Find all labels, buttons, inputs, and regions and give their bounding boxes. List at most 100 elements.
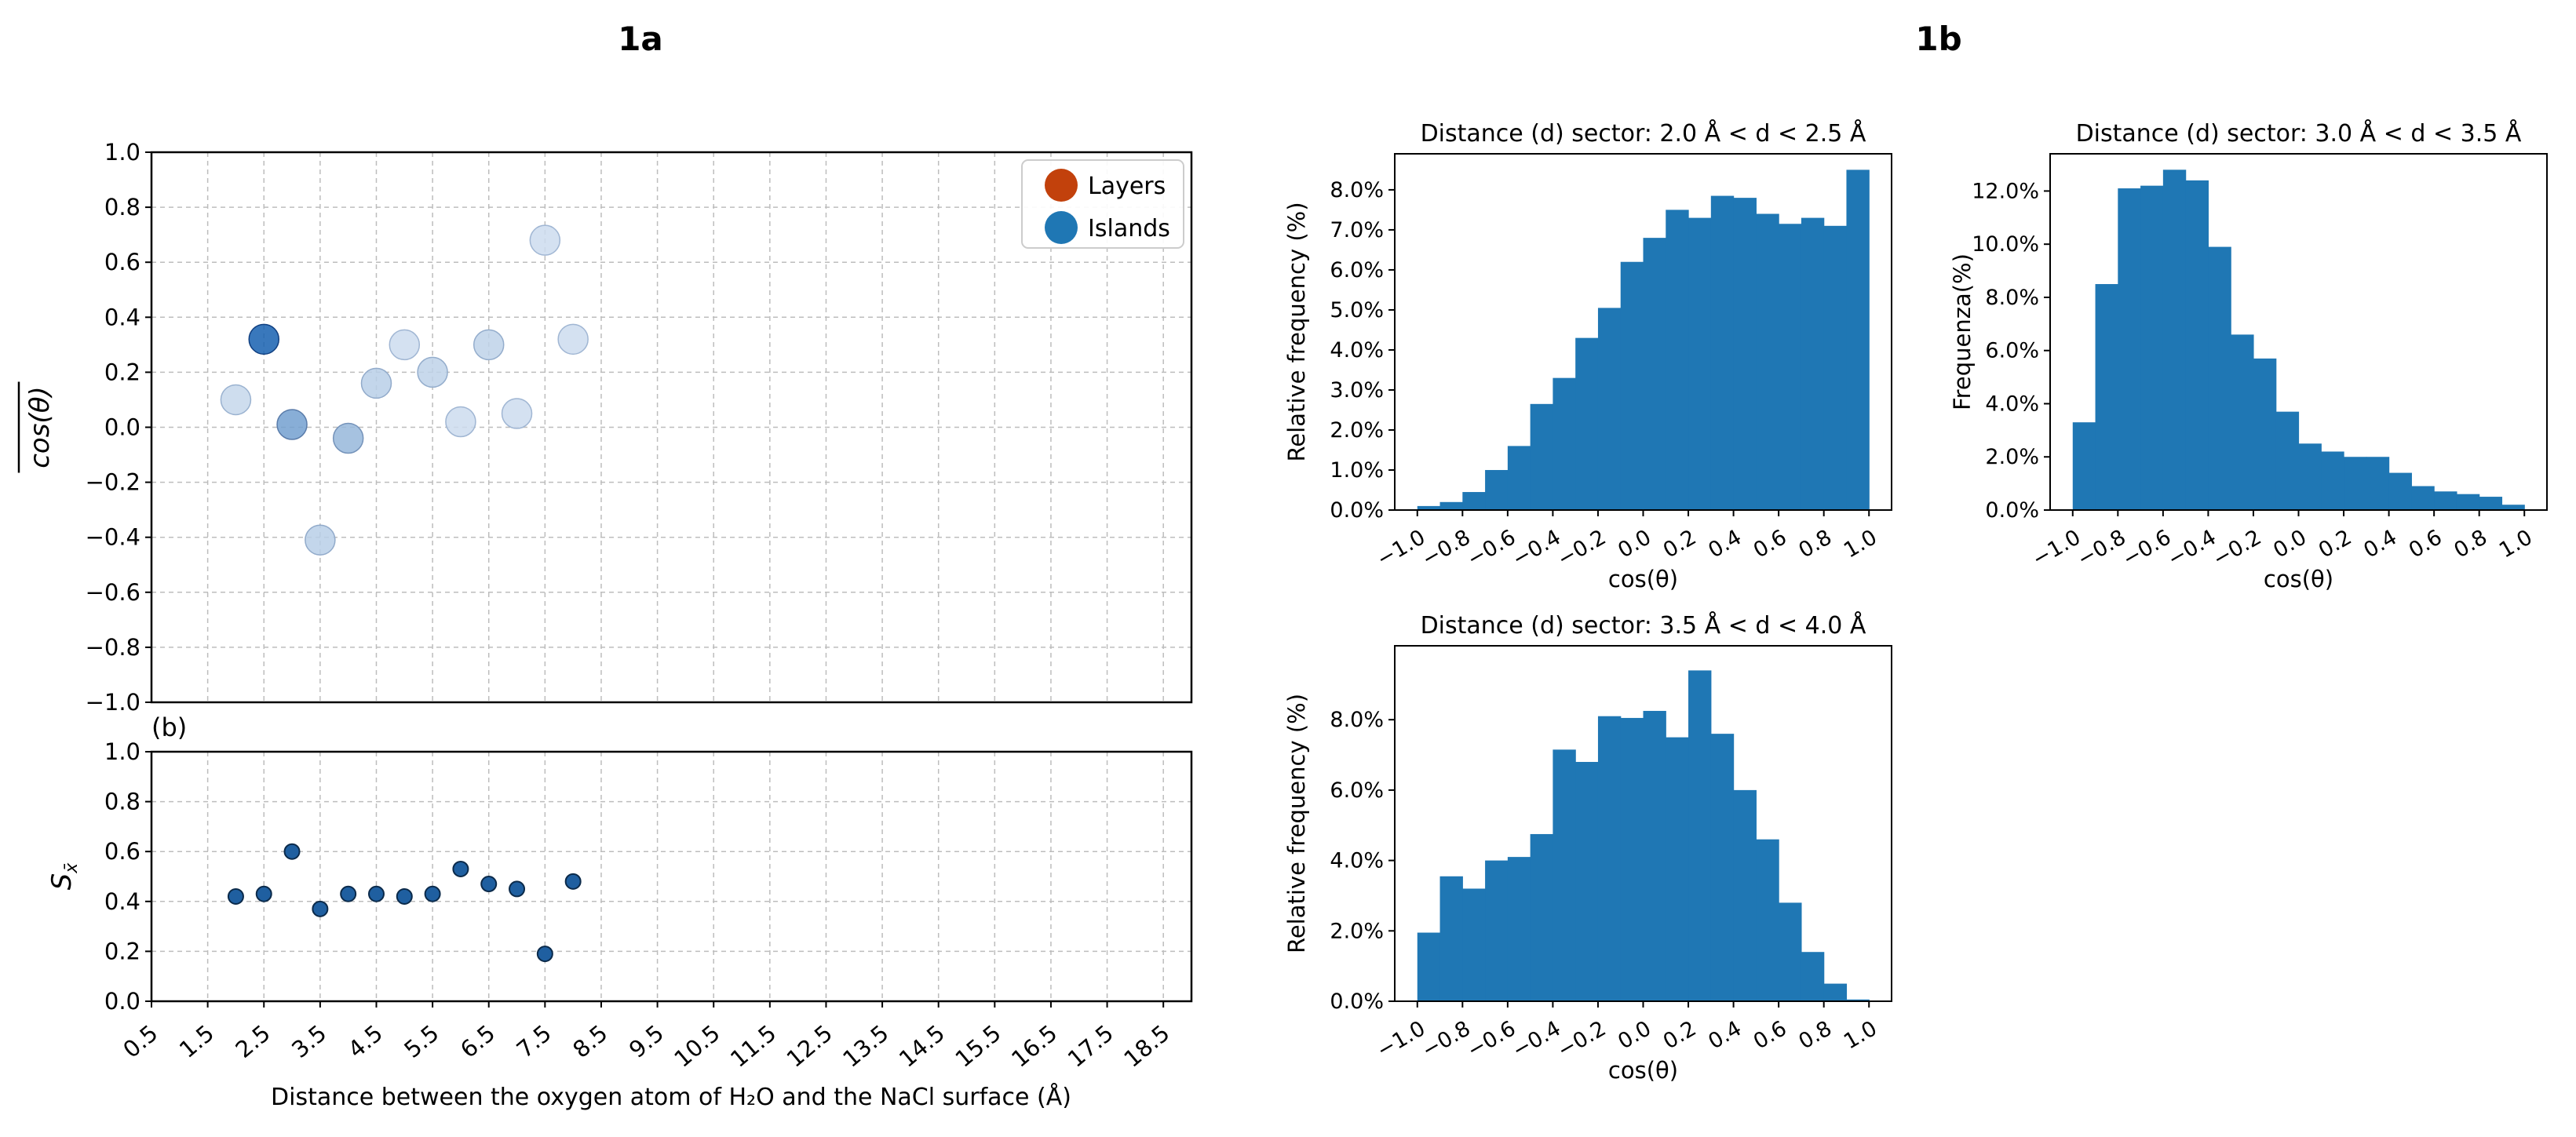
histogram-bar	[1439, 501, 1463, 510]
histogram-bar	[1620, 261, 1644, 510]
histogram-bar	[1779, 224, 1802, 510]
x-tick-label: 10.5	[669, 1019, 724, 1073]
histogram-bar	[1530, 403, 1554, 510]
y-tick-label: 6.0%	[1985, 339, 2039, 363]
data-point	[445, 406, 476, 438]
y-tick-label: 8.0%	[1985, 286, 2039, 310]
histogram-bar	[1462, 492, 1486, 510]
data-point	[473, 329, 505, 361]
y-tick-label: 4.0%	[1330, 338, 1384, 363]
histogram-bar	[1507, 857, 1531, 1001]
data-point	[389, 329, 421, 361]
histogram-bar	[1666, 737, 1689, 1001]
data-point	[452, 860, 469, 877]
x-tick-label: 0.8	[1794, 1016, 1836, 1054]
histogram-bar	[1666, 210, 1689, 510]
y-axis-label-main: S	[46, 873, 78, 891]
chart-title: Distance (d) sector: 3.0 Å < d < 3.5 Å	[2076, 119, 2522, 148]
histogram-bar	[2253, 358, 2277, 510]
histogram-bar	[1530, 833, 1554, 1001]
histogram-bar	[1485, 860, 1509, 1001]
y-tick-label: −1.0	[86, 689, 140, 716]
data-point	[283, 843, 301, 860]
histogram-bar	[1462, 888, 1486, 1001]
data-point	[396, 887, 413, 905]
y-tick-label: 12.0%	[1972, 179, 2039, 203]
x-tick-label: 0.2	[2315, 525, 2356, 563]
data-point	[529, 224, 561, 256]
histogram-bar	[1733, 198, 1757, 510]
histogram-bar	[1801, 217, 1825, 510]
histogram-bar	[2072, 422, 2096, 510]
x-tick-label: 15.5	[950, 1019, 1005, 1073]
cos-scatter-chart: 1.0 0.8 0.6 0.4 0.2 0.0 −0.2 −0.4 −0.6 −0.8 −1.0 co…	[17, 139, 1193, 716]
x-tick-label: 17.5	[1063, 1019, 1118, 1073]
y-tick-label: 0.0%	[1330, 498, 1384, 523]
y-tick-label: 1.0	[104, 139, 140, 166]
x-tick-label: 2.5	[231, 1019, 275, 1063]
panel-label: (b)	[151, 712, 187, 742]
y-tick-label: 0.0	[104, 988, 140, 1015]
y-tick-label: 0.8	[104, 194, 140, 220]
histogram-bar	[2231, 334, 2254, 510]
histogram-bar	[1575, 337, 1599, 510]
panel-title-1b: 1b	[1915, 20, 1961, 58]
histogram-bar	[1417, 932, 1441, 1001]
histogram-bar	[1439, 876, 1463, 1001]
y-tick-label: 5.0%	[1330, 298, 1384, 323]
y-tick-label: 0.4	[104, 304, 140, 330]
histogram-bar	[1553, 377, 1576, 510]
x-tick-label: 1.0	[1840, 525, 1881, 563]
x-axis-label: Distance between the oxygen atom of H₂O …	[271, 1083, 1071, 1111]
histogram-bar	[2162, 169, 2187, 510]
x-tick-label: 16.5	[1006, 1019, 1062, 1073]
y-tick-label: 2.0%	[1330, 919, 1384, 943]
histogram-bar	[1733, 789, 1757, 1001]
data-point	[480, 876, 498, 893]
histogram-bar	[1597, 716, 1622, 1001]
legend-marker-islands	[1045, 211, 1078, 244]
histogram-bar	[1643, 238, 1666, 510]
histogram-bar	[2366, 457, 2390, 510]
histogram-bar	[2479, 497, 2503, 510]
y-tick-label: −0.8	[86, 634, 140, 661]
data-point	[248, 323, 279, 355]
histogram-bar	[1507, 446, 1531, 510]
x-tick-label: −0.2	[1553, 525, 1610, 572]
y-tick-label: 1.0%	[1330, 458, 1384, 483]
histogram-bar	[1620, 717, 1644, 1001]
histogram-3-0-to-3-5: 0.0%2.0%4.0%6.0%8.0%10.0%12.0%−1.0−0.8−0…	[1949, 119, 2548, 592]
x-tick-label: −0.2	[2209, 525, 2265, 572]
y-tick-label: 0.4	[104, 888, 140, 915]
histogram-bar	[1756, 839, 1779, 1001]
histogram-bar	[2501, 505, 2525, 510]
y-axis-label: cos(θ)	[24, 386, 56, 468]
data-point	[332, 422, 364, 454]
x-tick-label: 7.5	[512, 1019, 556, 1063]
y-tick-label: 7.0%	[1330, 218, 1384, 242]
x-tick-label: 0.2	[1659, 1016, 1701, 1054]
plot-frame	[150, 151, 1193, 704]
data-point	[360, 367, 392, 399]
histogram-bar	[2411, 486, 2435, 510]
x-tick-label: 9.5	[624, 1019, 669, 1063]
histogram-bar	[2140, 185, 2164, 510]
histogram-bar	[2434, 491, 2457, 510]
histogram-bar	[1553, 749, 1576, 1001]
histogram-bar	[2095, 284, 2118, 510]
histogram-bar	[2344, 457, 2367, 510]
x-tick-label: 0.4	[2359, 525, 2401, 563]
x-tick-label: 0.0	[1614, 525, 1655, 563]
data-point	[501, 398, 533, 429]
x-tick-label: 0.6	[2405, 525, 2446, 563]
x-tick-label: 8.5	[567, 1019, 612, 1063]
legend: Layers Islands	[1021, 159, 1184, 249]
x-tick-label: 4.5	[343, 1019, 388, 1063]
x-tick-label: 1.5	[174, 1019, 219, 1063]
y-tick-label: 0.2	[104, 938, 140, 964]
histogram-bar	[1597, 308, 1622, 510]
histogram-bar	[1801, 952, 1825, 1001]
y-tick-label: 8.0%	[1330, 178, 1384, 202]
histogram-bar	[2118, 188, 2141, 510]
y-tick-label: 0.6	[104, 249, 140, 275]
